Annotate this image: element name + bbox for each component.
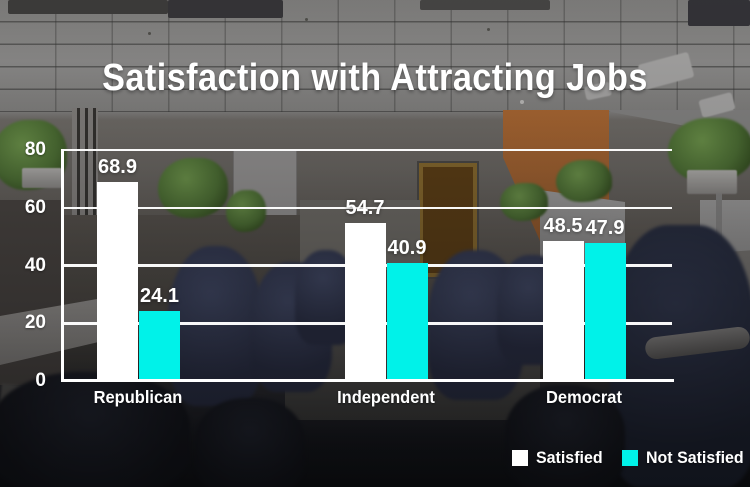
y-axis-label-60: 60 xyxy=(24,196,46,218)
legend-swatch-satisfied xyxy=(512,450,528,466)
bar-value-label-not-satisfied-republican: 24.1 xyxy=(140,285,179,308)
y-axis-label-80: 80 xyxy=(24,139,46,160)
legend-swatch-not-satisfied xyxy=(622,450,638,466)
bar-not-satisfied-republican xyxy=(139,311,180,381)
category-label-democrat: Democrat xyxy=(545,387,622,407)
bar-value-label-not-satisfied-independent: 40.9 xyxy=(387,236,427,259)
bar-value-label-satisfied-republican: 68.9 xyxy=(98,156,137,179)
legend-label-satisfied: Satisfied xyxy=(536,448,603,467)
y-axis-label-0: 0 xyxy=(35,370,46,391)
x-axis-line xyxy=(61,379,674,382)
bar-not-satisfied-democrat xyxy=(584,242,626,381)
legend-label-not-satisfied: Not Satisfied xyxy=(646,448,744,467)
bar-value-label-satisfied-democrat: 48.5 xyxy=(543,214,583,237)
legend-item-not-satisfied: Not Satisfied xyxy=(622,448,750,468)
bar-satisfied-republican xyxy=(97,182,138,381)
y-axis-line xyxy=(61,149,64,382)
category-label-republican: Republican xyxy=(93,387,183,407)
y-axis-label-40: 40 xyxy=(24,254,46,276)
gridline-60 xyxy=(62,206,672,209)
bar-value-label-not-satisfied-democrat: 47.9 xyxy=(585,216,625,239)
bar-not-satisfied-independent xyxy=(386,262,428,381)
y-axis-label-20: 20 xyxy=(24,312,46,334)
bar-value-label-satisfied-independent: 54.7 xyxy=(345,197,385,220)
bar-satisfied-independent xyxy=(344,223,386,381)
chart-title: Satisfaction with Attracting Jobs xyxy=(102,57,648,99)
gridline-80 xyxy=(62,148,672,152)
legend-item-satisfied: Satisfied xyxy=(512,448,607,468)
bar-satisfied-democrat xyxy=(542,240,584,381)
category-label-independent: Independent xyxy=(336,387,435,407)
